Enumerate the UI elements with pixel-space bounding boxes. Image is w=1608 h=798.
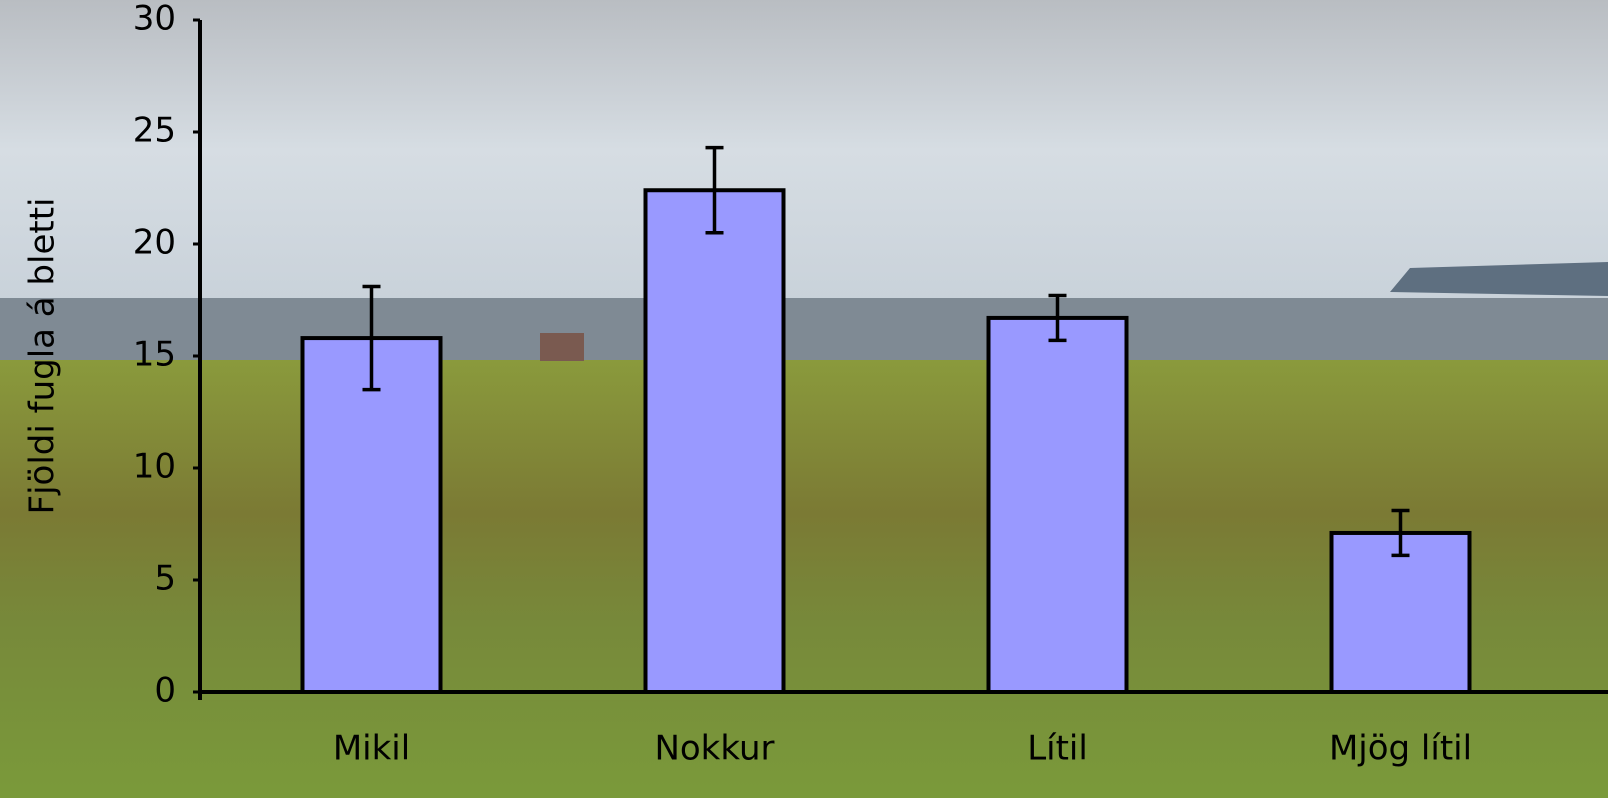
x-tick-label: Mjög lítil [1329,729,1472,769]
x-tick-label: Lítil [1027,729,1088,769]
background-sky [0,0,1608,300]
y-tick-label: 0 [154,671,176,711]
y-tick-label: 25 [133,111,176,151]
y-tick-label: 5 [154,559,176,599]
chart: Fjöldi fugla á bletti 0 5 10 15 20 25 30 Mikil N… [0,0,1608,798]
bar [989,318,1127,692]
x-tick-label: Mikil [333,729,410,769]
y-tick-label: 20 [133,223,176,263]
y-axis-label: Fjöldi fugla á bletti [23,198,63,515]
background-water [0,298,1608,368]
y-tick-label: 15 [133,335,176,375]
y-tick-label: 30 [133,0,176,39]
background-house [540,333,584,361]
x-tick-label: Nokkur [654,729,774,769]
y-tick-label: 10 [133,447,176,487]
bar [646,190,784,692]
